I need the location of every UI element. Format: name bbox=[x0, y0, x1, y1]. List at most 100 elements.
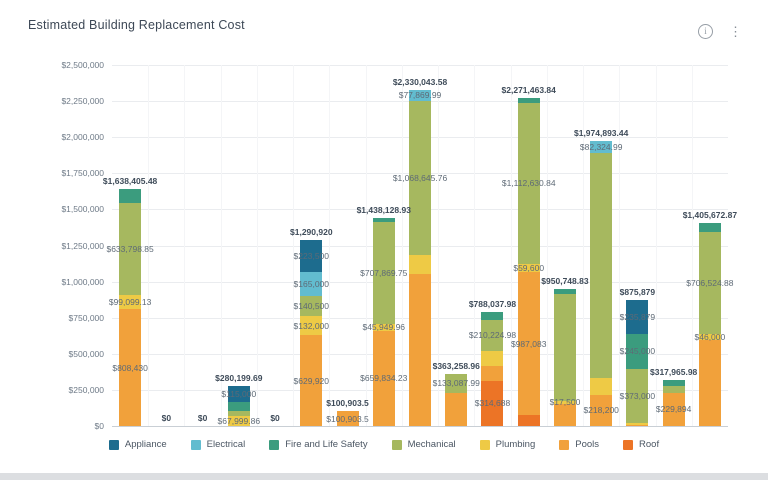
bar-segment-mechanical[interactable] bbox=[481, 320, 504, 351]
bar-segment-plumbing[interactable] bbox=[481, 350, 504, 367]
legend-item-mechanical[interactable]: Mechanical bbox=[391, 439, 456, 450]
bar-total-label: $280,199.69 bbox=[215, 372, 263, 383]
bar-segment-pools[interactable] bbox=[336, 411, 359, 426]
header-actions: i ⋮ bbox=[698, 24, 742, 39]
bar-segment-mechanical[interactable] bbox=[409, 100, 431, 256]
bar-segment-mechanical[interactable] bbox=[590, 152, 613, 379]
bar-segment-pools[interactable] bbox=[409, 273, 431, 426]
gridline-vertical bbox=[293, 65, 295, 426]
bar-segment-plumbing[interactable] bbox=[227, 416, 250, 426]
y-axis-tick-label: $500,000 bbox=[68, 348, 104, 359]
chart-title: Estimated Building Replacement Cost bbox=[28, 18, 245, 32]
y-axis-tick-label: $0 bbox=[94, 421, 104, 431]
bar-segment-roof[interactable] bbox=[517, 414, 540, 426]
bar-segment-plumbing[interactable] bbox=[119, 294, 142, 310]
bar-segment-pools[interactable] bbox=[553, 403, 576, 426]
info-icon[interactable]: i bbox=[698, 24, 713, 39]
bar-segment-appliance[interactable] bbox=[227, 385, 250, 403]
stacked-bar-chart: $2,500,000 $2,250,000 $2,000,000 $1,750,000… bbox=[61, 60, 737, 431]
bar-segment-plumbing[interactable] bbox=[409, 255, 431, 274]
y-axis-tick-label: $1,500,000 bbox=[61, 204, 104, 215]
bar-segment-mechanical[interactable] bbox=[445, 373, 468, 393]
gridline-vertical bbox=[438, 65, 440, 426]
y-axis-tick-label: $2,500,000 bbox=[61, 60, 104, 70]
bar-segment-electrical[interactable] bbox=[300, 271, 323, 296]
y-axis-tick-label: $1,000,000 bbox=[61, 276, 104, 287]
legend-item-pools[interactable]: Pools bbox=[559, 439, 599, 450]
bar-segment-plumbing[interactable] bbox=[553, 401, 576, 404]
legend-label: Pools bbox=[575, 439, 600, 450]
bar-segment-pools[interactable] bbox=[445, 392, 468, 426]
bar-segment-fire-and-life-safety[interactable] bbox=[626, 333, 649, 369]
bar-segment-mechanical[interactable] bbox=[227, 410, 250, 417]
bar-segment-mechanical[interactable] bbox=[662, 386, 685, 393]
bar-segment-appliance[interactable] bbox=[626, 299, 649, 334]
bar-segment-plumbing[interactable] bbox=[517, 263, 540, 273]
bar-total-label: $317,965.98 bbox=[650, 367, 698, 378]
legend-swatch-appliance bbox=[108, 439, 119, 450]
bar-segment-mechanical[interactable] bbox=[517, 103, 540, 264]
bar-segment-mechanical[interactable] bbox=[698, 231, 721, 334]
y-axis-tick-label: $1,750,000 bbox=[61, 168, 104, 179]
y-axis-tick-label: $1,250,000 bbox=[61, 240, 104, 251]
bar-total-label: $0 bbox=[161, 413, 172, 423]
legend-item-appliance[interactable]: Appliance bbox=[108, 439, 167, 450]
bar-segment-plumbing[interactable] bbox=[372, 324, 395, 331]
bar-total-label: $875,879 bbox=[619, 286, 656, 297]
y-axis-tick-label: $2,250,000 bbox=[61, 96, 104, 107]
bar-segment-electrical[interactable] bbox=[590, 140, 613, 153]
bar-total-label: $0 bbox=[270, 413, 280, 423]
y-axis-tick-label: $2,000,000 bbox=[61, 132, 104, 143]
bar-segment-fire-and-life-safety[interactable] bbox=[553, 288, 576, 294]
bar-segment-pools[interactable] bbox=[119, 309, 142, 426]
bar-segment-pools[interactable] bbox=[626, 424, 649, 426]
bar-segment-plumbing[interactable] bbox=[300, 316, 323, 336]
bar-segment-mechanical[interactable] bbox=[372, 221, 395, 325]
bar-segment-pools[interactable] bbox=[372, 330, 395, 426]
bar-segment-mechanical[interactable] bbox=[626, 368, 649, 423]
legend-item-electrical[interactable]: Electrical bbox=[190, 439, 245, 450]
bar-segment-pools[interactable] bbox=[662, 392, 685, 426]
gridline-vertical bbox=[329, 65, 331, 426]
bar-segment-pools[interactable] bbox=[481, 366, 504, 381]
bar-segment-fire-and-life-safety[interactable] bbox=[517, 98, 540, 104]
legend-item-plumbing[interactable]: Plumbing bbox=[479, 439, 535, 450]
bar-total-label: $788,037.98 bbox=[468, 299, 517, 310]
legend-swatch-plumbing bbox=[479, 439, 490, 450]
legend-swatch-electrical bbox=[190, 439, 201, 450]
bar-segment-roof[interactable] bbox=[481, 380, 504, 426]
legend-label: Mechanical bbox=[407, 439, 456, 450]
gridline-horizontal bbox=[112, 426, 728, 427]
bar-segment-mechanical[interactable] bbox=[300, 295, 323, 316]
bar-segment-pools[interactable] bbox=[517, 272, 540, 415]
bar-segment-plumbing[interactable] bbox=[626, 422, 649, 425]
bar-segment-fire-and-life-safety[interactable] bbox=[227, 402, 250, 411]
legend-swatch-roof bbox=[623, 439, 634, 450]
bar-segment-pools[interactable] bbox=[300, 335, 323, 426]
bar-segment-pools[interactable] bbox=[698, 340, 721, 426]
gridline-horizontal bbox=[112, 65, 728, 66]
bar-segment-fire-and-life-safety[interactable] bbox=[662, 380, 685, 387]
legend-item-fire-and-life-safety[interactable]: Fire and Life Safety bbox=[269, 439, 368, 450]
bar-segment-plumbing[interactable] bbox=[590, 378, 613, 395]
gridline-vertical bbox=[691, 65, 693, 426]
bar-segment-fire-and-life-safety[interactable] bbox=[481, 312, 504, 321]
legend-item-roof[interactable]: Roof bbox=[623, 439, 659, 450]
bar-segment-plumbing[interactable] bbox=[698, 333, 721, 341]
legend-label: Fire and Life Safety bbox=[285, 439, 368, 450]
gridline-vertical bbox=[583, 65, 585, 426]
bar-segment-fire-and-life-safety[interactable] bbox=[372, 218, 395, 222]
bar-segment-appliance[interactable] bbox=[300, 239, 323, 272]
kebab-menu-icon[interactable]: ⋮ bbox=[729, 24, 742, 39]
bar-segment-pools[interactable] bbox=[590, 394, 613, 426]
bar-segment-mechanical[interactable] bbox=[553, 293, 576, 402]
bar-segment-fire-and-life-safety[interactable] bbox=[698, 223, 721, 232]
y-axis-tick-label: $250,000 bbox=[68, 384, 104, 395]
gridline-vertical bbox=[546, 65, 548, 426]
bar-segment-fire-and-life-safety[interactable] bbox=[119, 189, 142, 204]
bar-segment-electrical[interactable] bbox=[409, 89, 431, 101]
bar-total-label: $363,258.96 bbox=[432, 360, 480, 371]
gridline-vertical bbox=[184, 65, 186, 426]
gridline-vertical bbox=[148, 65, 150, 426]
bar-segment-mechanical[interactable] bbox=[119, 203, 142, 295]
